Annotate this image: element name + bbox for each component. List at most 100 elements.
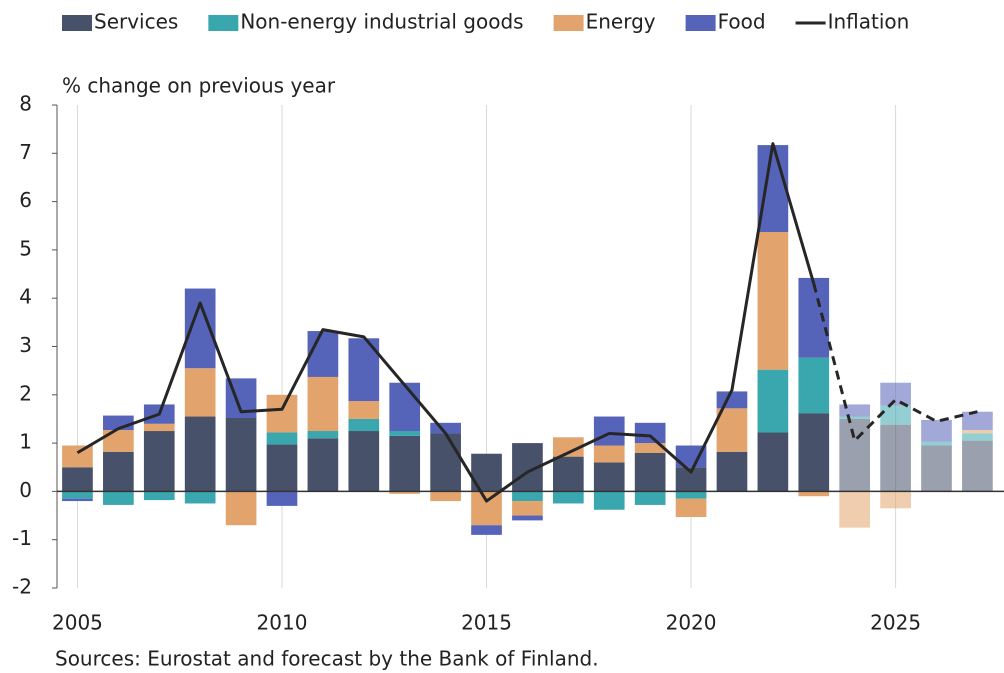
bar-segment (307, 431, 339, 439)
y-axis-label: % change on previous year (62, 74, 336, 98)
bar-segment (143, 431, 175, 492)
bar-segment (593, 491, 625, 510)
bar-segment (921, 419, 952, 442)
bar-segment (757, 432, 789, 492)
bar-segment (307, 438, 339, 492)
bar-segment (348, 401, 380, 419)
bar-segment (389, 382, 421, 432)
bar-segment (266, 491, 298, 506)
bar-segment (103, 451, 134, 492)
bar-segment (143, 423, 175, 432)
bar-segment (798, 277, 830, 358)
legend-swatch (553, 15, 584, 31)
bar-segment (757, 145, 789, 233)
legend-swatch (685, 15, 716, 31)
bar-segment (634, 452, 666, 492)
bar-segment (716, 451, 748, 492)
bar-segment (757, 232, 789, 370)
bar-segment (675, 445, 707, 468)
bar-segment (62, 498, 93, 502)
y-tick-label: 4 (19, 285, 32, 309)
y-tick-label: 8 (19, 92, 32, 116)
bar-segment (880, 382, 911, 406)
bar-segment (225, 417, 257, 492)
bar-segment (962, 411, 993, 431)
legend-swatch (208, 15, 239, 31)
bar-segment (634, 491, 666, 505)
bar-segment (184, 491, 216, 504)
bar-segment (593, 416, 625, 446)
legend-label: Inflation (828, 10, 910, 34)
legend-label: Non-energy industrial goods (240, 10, 523, 34)
bar-segment (184, 368, 216, 417)
legend-label: Food (718, 10, 766, 34)
bar-segment (675, 498, 707, 517)
y-tick-label: 1 (19, 430, 32, 454)
y-tick-label: 3 (19, 333, 32, 357)
bar-segment (103, 430, 134, 452)
inflation-line-forecast (812, 283, 978, 443)
bar-segment (430, 433, 461, 492)
legend-label: Energy (586, 10, 656, 34)
x-tick-label: 2015 (461, 611, 512, 635)
bar-segment (552, 456, 584, 492)
bar-segment (839, 418, 871, 492)
bar-segment (62, 467, 93, 492)
bar-segment (798, 491, 830, 497)
bar-segment (675, 491, 707, 499)
bar-segment (593, 445, 625, 463)
bar-segment (880, 424, 911, 492)
bar-segment (143, 491, 175, 501)
bar-segment (962, 440, 993, 492)
bar-segment (634, 443, 666, 453)
bar-segment (471, 491, 502, 526)
legend-label: Services (94, 10, 178, 34)
bar-segment (552, 491, 584, 504)
bar-segment (266, 394, 298, 433)
bar-segment (62, 445, 93, 468)
bar-segment (512, 515, 543, 521)
bar-segment (839, 491, 871, 528)
bar-segment (552, 437, 584, 457)
x-tick-label: 2020 (666, 611, 717, 635)
y-tick-label: -2 (12, 575, 32, 599)
bar-segment (389, 491, 421, 494)
bar-segment (798, 357, 830, 414)
bar-segment (225, 491, 257, 526)
bar-segment (471, 525, 502, 535)
y-tick-label: 5 (19, 236, 32, 260)
x-tick-label: 2010 (257, 611, 308, 635)
y-tick-label: 0 (19, 478, 32, 502)
bar-segment (716, 408, 748, 452)
bar-segment (389, 431, 421, 436)
y-tick-label: 7 (19, 140, 32, 164)
bar-segment (62, 491, 93, 499)
y-tick-label: 6 (19, 188, 32, 212)
bar-segment (880, 405, 911, 425)
x-tick-label: 2005 (52, 611, 103, 635)
bar-segment (512, 491, 543, 502)
inflation-line (76, 142, 816, 503)
bar-segment (184, 416, 216, 492)
bar-segment (307, 376, 339, 432)
bar-segment (839, 416, 871, 419)
x-tick-label: 2025 (870, 611, 921, 635)
bar-segment (634, 422, 666, 444)
bar-segment (921, 441, 952, 446)
bar-segment (307, 331, 339, 377)
bar-segment (389, 435, 421, 492)
bar-segment (348, 431, 380, 492)
bar-segment (757, 369, 789, 433)
bar-segment (880, 491, 911, 509)
bar-segment (430, 422, 461, 434)
bar-segment (512, 501, 543, 516)
bar-segment (839, 404, 871, 417)
bar-segment (593, 462, 625, 492)
y-tick-label: 2 (19, 381, 32, 405)
legend-swatch (62, 15, 92, 31)
bar-segment (962, 433, 993, 441)
bar-segment (430, 491, 461, 502)
bar-segment (798, 413, 830, 492)
